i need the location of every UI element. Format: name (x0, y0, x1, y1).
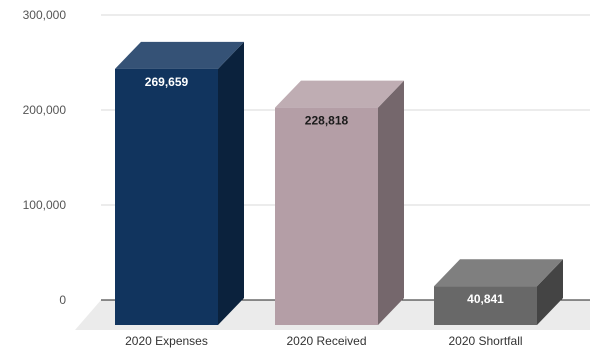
bar: 269,659 (115, 41, 244, 326)
bar-side-face (537, 259, 563, 325)
y-tick-label: 0 (59, 293, 66, 307)
y-tick-label: 100,000 (23, 198, 67, 212)
x-axis-labels: 2020 Expenses 2020 Received 2020 Shortfall (125, 334, 522, 348)
y-tick-label: 200,000 (23, 103, 67, 117)
x-category-label: 2020 Received (286, 334, 366, 348)
data-label: 269,659 (145, 75, 189, 89)
bar-top-face (434, 259, 563, 287)
bar-top-face (115, 41, 244, 69)
bar: 228,818 (275, 80, 404, 326)
bar-front-face (275, 107, 378, 326)
bar-side-face (378, 80, 404, 326)
y-tick-label: 300,000 (23, 8, 67, 22)
bar-front-face (434, 286, 537, 325)
bar-top-face (275, 80, 404, 108)
bar-side-face (218, 41, 244, 326)
x-category-label: 2020 Expenses (125, 334, 208, 348)
data-label: 228,818 (305, 114, 349, 128)
y-axis-ticks: 0 100,000 200,000 300,000 (23, 8, 67, 307)
x-category-label: 2020 Shortfall (448, 334, 522, 348)
bars: 269,659 228,818 40,841 (115, 41, 563, 326)
data-label: 40,841 (467, 292, 504, 306)
bar-front-face (115, 68, 218, 326)
bar: 40,841 (434, 259, 563, 325)
